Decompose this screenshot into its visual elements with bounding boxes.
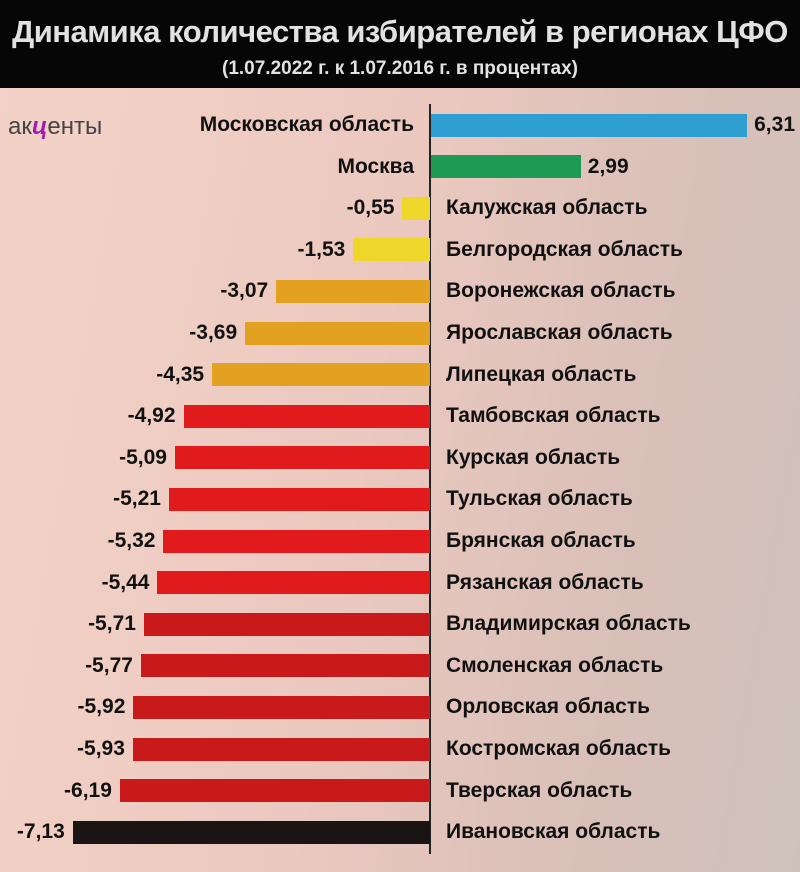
category-label: Костромская область [446, 737, 672, 760]
category-label: Смоленская область [446, 653, 664, 677]
value-label: -3,69 [189, 321, 238, 344]
logo-text: енты [47, 113, 103, 140]
bar [431, 155, 581, 179]
category-label: Владимирская область [446, 612, 691, 636]
bar [157, 571, 430, 595]
category-label: Калужская область [446, 196, 648, 220]
bar [353, 238, 430, 262]
category-label: Москва [337, 154, 414, 178]
value-label: -5,32 [107, 529, 156, 552]
category-label: Тверская область [446, 778, 633, 802]
bar [276, 279, 430, 303]
category-label: Воронежская область [446, 279, 676, 303]
value-label: -4,35 [156, 362, 205, 386]
category-label: Московская область [199, 113, 414, 136]
chart-title: Динамика количества избирателей в регион… [12, 14, 788, 49]
value-label: -1,53 [297, 237, 346, 261]
bar [163, 529, 430, 553]
bar [402, 196, 430, 220]
logo-text: ак [8, 113, 32, 140]
bar [133, 695, 430, 719]
chart-subtitle: (1.07.2022 г. к 1.07.2016 г. в процентах… [222, 58, 578, 79]
value-label: -5,71 [88, 612, 136, 636]
bar [72, 820, 430, 844]
value-label: 6,31 [754, 113, 795, 136]
bar [143, 612, 430, 636]
value-label: -7,13 [16, 820, 65, 844]
value-label: -4,92 [127, 404, 176, 428]
logo-mark: ц [31, 113, 48, 140]
category-label: Курская область [446, 445, 621, 469]
value-label: -5,44 [101, 570, 150, 594]
bar [140, 654, 430, 678]
value-label: -0,55 [346, 196, 395, 220]
value-label: -3,07 [220, 279, 269, 303]
logo: акценты [8, 113, 102, 141]
bar [245, 321, 430, 345]
category-label: Липецкая область [446, 362, 637, 386]
category-label: Брянская область [446, 529, 636, 552]
bar [212, 363, 430, 387]
category-label: Тульская область [446, 487, 633, 511]
zero-axis-line [429, 104, 431, 854]
bar [174, 446, 430, 470]
header: Динамика количества избирателей в регион… [0, 0, 800, 88]
category-label: Ивановская область [446, 820, 661, 844]
value-label: -5,93 [77, 737, 125, 760]
bar [183, 404, 430, 428]
category-label: Орловская область [446, 695, 651, 719]
value-label: -6,19 [64, 778, 112, 802]
bar [132, 737, 430, 761]
category-label: Белгородская область [446, 237, 683, 261]
category-label: Ярославская область [446, 321, 673, 344]
bar [119, 779, 430, 803]
value-label: -5,92 [77, 695, 126, 719]
value-label: -5,21 [113, 487, 161, 511]
bar [431, 113, 748, 137]
category-label: Тамбовская область [446, 404, 661, 428]
value-label: -5,77 [85, 653, 133, 677]
bar [168, 487, 430, 511]
value-label: 2,99 [587, 154, 629, 178]
value-label: -5,09 [119, 445, 167, 469]
category-label: Рязанская область [446, 570, 644, 594]
